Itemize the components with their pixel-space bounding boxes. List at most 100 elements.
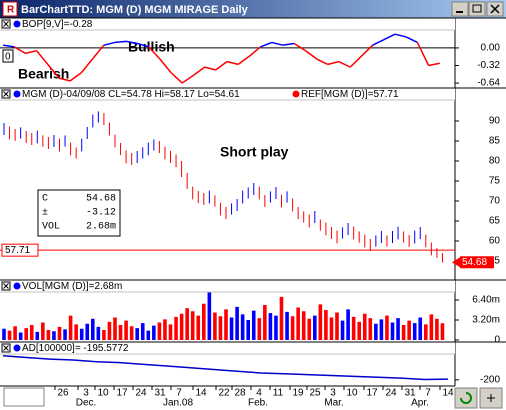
x-tick-label: 28 (234, 388, 246, 399)
zero-label-box (2, 49, 14, 63)
app-icon (2, 1, 18, 17)
title-bar (0, 0, 506, 18)
series-dot (13, 344, 21, 352)
volume-bar (346, 309, 350, 340)
panel-header (0, 342, 455, 354)
bop-segment (416, 42, 430, 66)
volume-bar (257, 318, 262, 340)
panel-label: MGM (D)-04/09/08 CL=54.78 Hi=58.17 Lo=54… (22, 89, 240, 100)
volume-bar (63, 329, 67, 340)
maximize-button[interactable] (468, 1, 486, 17)
volume-bar (240, 314, 245, 340)
last-price-marker (452, 257, 460, 268)
x-tick-label: 3 (83, 388, 89, 399)
y-tick-label: -200 (480, 374, 500, 385)
y-tick-label: 3.20m (472, 315, 500, 326)
y-tick-label: 0 (494, 335, 500, 346)
panel-header (0, 280, 455, 292)
x-axis-area (0, 386, 506, 410)
volume-bar (102, 330, 106, 340)
volume-bar (285, 311, 289, 340)
close-panel-glyph (3, 345, 9, 351)
panel-label: AD[100000]= -195.5772 (22, 343, 129, 354)
month-label: Mar. (324, 398, 343, 409)
bop-segment (58, 77, 71, 82)
volume-bar (157, 322, 162, 340)
volume-bar (213, 312, 217, 340)
bop-segment (327, 60, 340, 66)
volume-bar (435, 318, 439, 340)
x-tick-label: 4 (256, 388, 262, 399)
annotation: Short play (220, 144, 289, 160)
volume-bar (229, 317, 234, 340)
x-tick-label: 19 (292, 388, 304, 399)
info-value: 54.68 (86, 194, 116, 205)
window-buttons[interactable] (451, 1, 504, 17)
refresh-button[interactable] (454, 387, 478, 409)
volume-bar (374, 323, 378, 340)
bop-segment (114, 40, 127, 44)
volume-bar (396, 318, 400, 340)
volume-bar (235, 306, 239, 340)
close-panel-glyph (3, 21, 9, 27)
volume-bar (179, 313, 184, 340)
x-tick-label: 7 (176, 388, 182, 399)
minimize-button[interactable] (451, 1, 469, 17)
volume-bar (207, 292, 212, 340)
y-tick-label: 70 (489, 196, 501, 207)
close-panel-glyph (3, 283, 9, 289)
info-box (37, 189, 121, 237)
volume-bar (146, 330, 151, 340)
ref-label: 57.71 (5, 245, 30, 256)
bop-segment (103, 41, 116, 46)
y-tick-label: 85 (489, 136, 501, 147)
bop-segment (338, 60, 351, 68)
volume-bar (107, 321, 112, 340)
volume-bar (57, 326, 62, 340)
series-dot (13, 20, 21, 28)
volume-bar (274, 315, 278, 340)
volume-bar (357, 321, 361, 340)
panel-header (0, 18, 455, 30)
bop-segment (394, 33, 407, 38)
last-price-label: 54.68 (462, 257, 487, 268)
x-tick-label: 24 (385, 388, 397, 399)
volume-bar (91, 318, 95, 340)
volume-bar (68, 315, 73, 340)
y-tick-label: 6.40m (472, 295, 500, 306)
bop-segment (237, 55, 250, 65)
volume-bar (401, 325, 406, 340)
volume-bar (24, 328, 28, 340)
bop-segment (271, 41, 284, 46)
volume-bar (152, 325, 156, 340)
bop-segment (148, 46, 161, 60)
maximize-glyph (472, 4, 482, 13)
bop-segment (36, 50, 49, 65)
bop-segment (428, 62, 440, 67)
volume-bar (124, 320, 128, 340)
volume-bar (351, 316, 356, 340)
volume-bar (251, 310, 256, 340)
volume-bar (13, 326, 17, 340)
close-panel-glyph (3, 91, 9, 97)
volume-bar (429, 314, 434, 340)
info-value: 2.68m (86, 222, 116, 233)
volume-bar (390, 322, 395, 340)
volume-bar (18, 332, 23, 340)
command-input[interactable] (3, 387, 45, 407)
bop-segment (92, 44, 105, 60)
volume-bar (424, 324, 428, 340)
volume-bar (318, 304, 323, 340)
volume-bar (329, 317, 334, 340)
y-tick-label: 75 (489, 176, 501, 187)
annotation: Bullish (128, 39, 175, 55)
x-tick-label: 17 (116, 388, 128, 399)
volume-bar (368, 318, 373, 340)
series-dot (292, 90, 300, 98)
annotation: Bearish (18, 66, 69, 82)
bop-segment (159, 58, 172, 74)
volume-bar (52, 331, 56, 340)
bop-segment (13, 46, 26, 55)
bop-segment (192, 66, 206, 76)
bop-segment (293, 42, 306, 52)
